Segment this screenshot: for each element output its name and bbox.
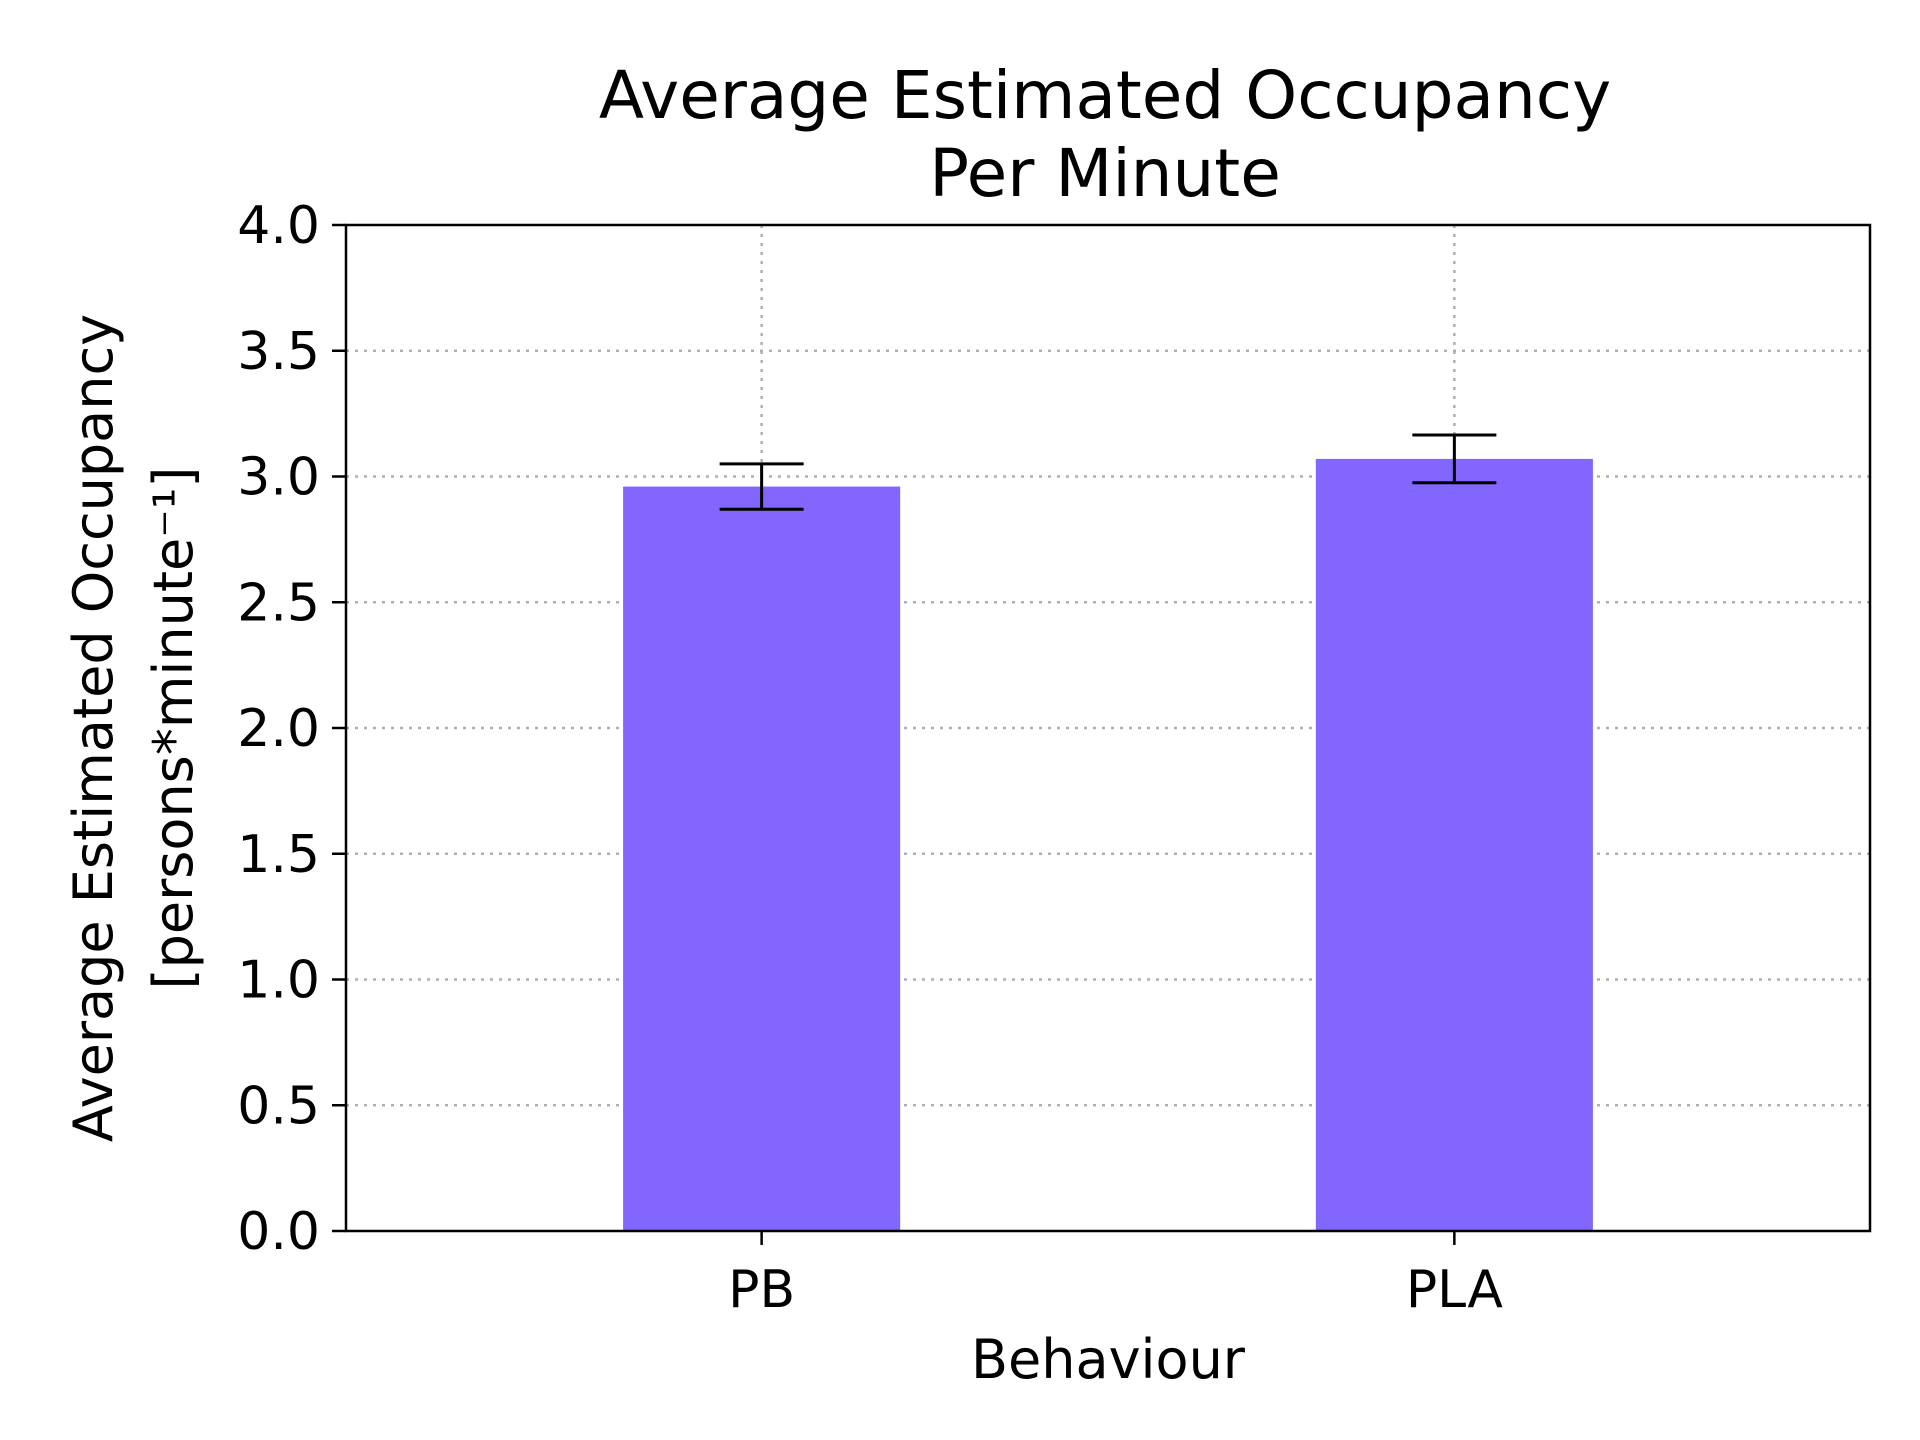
x-axis-label: Behaviour	[971, 1328, 1246, 1391]
bars-layer	[623, 458, 1593, 1231]
y-axis-ticks: 0.0 0.5 1.0 1.5 2.0 2.5 3.0 3.5 4.0	[237, 196, 346, 1262]
grid-layer	[346, 225, 1870, 1231]
y-tick-label: 1.5	[237, 825, 320, 885]
y-tick-label: 0.5	[237, 1076, 320, 1136]
chart-title-line-1: Average Estimated Occupancy	[599, 57, 1611, 134]
bar-pla	[1315, 458, 1593, 1231]
y-tick-label: 0.0	[237, 1202, 320, 1262]
y-axis-label-line-2: [persons*minute⁻¹]	[142, 467, 205, 990]
y-tick-label: 3.5	[237, 322, 320, 382]
x-tick-label: PLA	[1406, 1260, 1504, 1320]
y-tick-label: 2.5	[237, 573, 320, 633]
y-tick-label: 2.0	[237, 699, 320, 759]
error-bars-layer	[719, 433, 1497, 511]
y-axis-label: Average Estimated Occupancy [persons*min…	[62, 314, 205, 1142]
bar-pb	[623, 486, 901, 1231]
x-axis-ticks: PB PLA	[728, 1231, 1503, 1320]
chart-title: Average Estimated Occupancy Per Minute	[599, 57, 1611, 212]
plot-frame	[344, 223, 1872, 1233]
y-axis-label-line-1: Average Estimated Occupancy	[62, 314, 125, 1142]
x-tick-label: PB	[728, 1260, 795, 1320]
y-tick-label: 1.0	[237, 951, 320, 1011]
chart-title-line-2: Per Minute	[929, 135, 1281, 212]
y-tick-label: 3.0	[237, 448, 320, 508]
y-tick-label: 4.0	[237, 196, 320, 256]
